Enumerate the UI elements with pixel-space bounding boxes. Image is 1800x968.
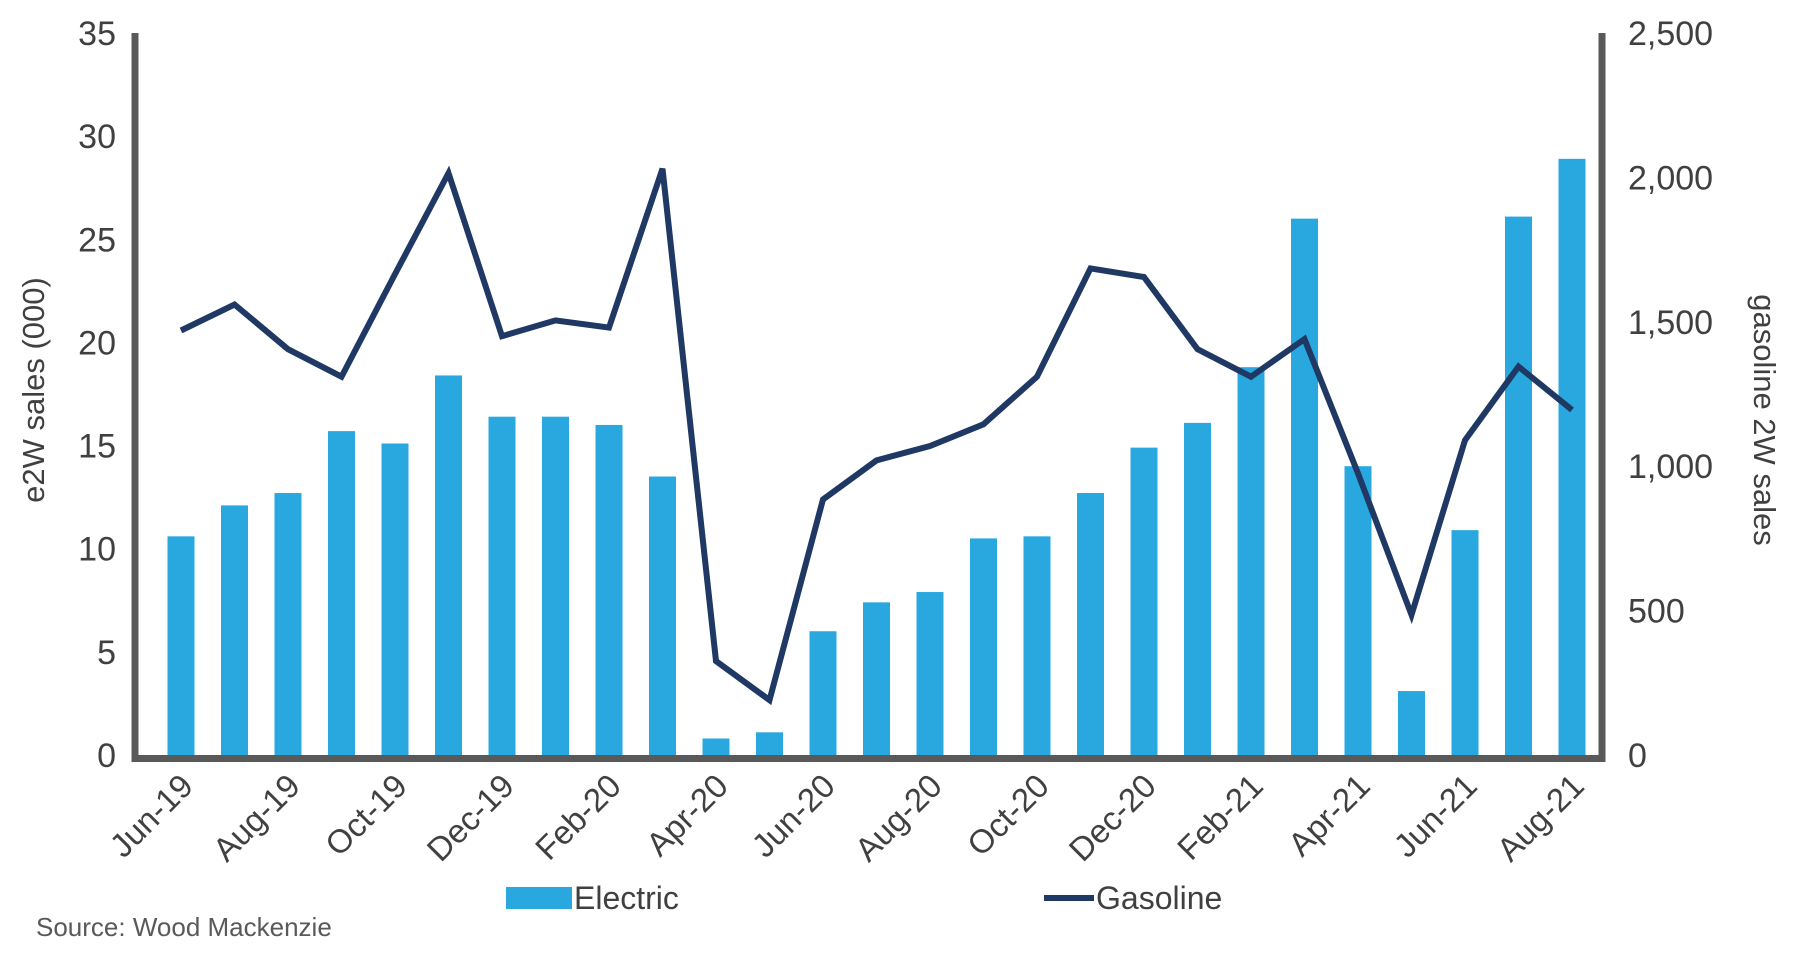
x-axis-tick-Jun-21: Jun-21 — [1386, 767, 1484, 865]
electric-bar-Oct-19 — [381, 443, 409, 755]
x-axis-tick-Jun-20: Jun-20 — [744, 767, 842, 865]
x-axis-tick-Apr-21: Apr-21 — [1281, 767, 1377, 863]
electric-bar-May-20 — [756, 732, 783, 755]
right-axis-tick-2,000: 2,000 — [1628, 159, 1713, 197]
left-axis-tick-35: 35 — [78, 15, 116, 53]
left-axis-tick-30: 30 — [78, 118, 116, 156]
electric-bar-Mar-20 — [649, 476, 676, 755]
electric-bar-Aug-19 — [274, 493, 302, 755]
electric-bar-Nov-19 — [435, 375, 462, 755]
electric-bar-May-21 — [1398, 691, 1425, 755]
right-axis-tick-1,000: 1,000 — [1628, 448, 1713, 486]
chart-legend: Electric Gasoline — [0, 876, 1800, 920]
x-axis-tick-Dec-19: Dec-19 — [420, 767, 521, 868]
legend-label-gasoline: Gasoline — [1096, 879, 1223, 916]
electric-bar-Sep-19 — [328, 431, 355, 755]
left-axis-tick-15: 15 — [78, 428, 116, 466]
electric-bar-Aug-21 — [1558, 158, 1586, 755]
right-axis-title: gasoline 2W sales — [1747, 294, 1782, 546]
legend-item-gasoline: Gasoline — [1044, 876, 1222, 920]
electric-bar-swatch-icon — [506, 887, 572, 909]
x-axis-tick-Oct-19: Oct-19 — [318, 767, 414, 863]
electric-bar-Jan-21 — [1184, 422, 1211, 755]
electric-bar-Jul-20 — [863, 602, 890, 755]
left-axis-title: e2W sales (000) — [16, 277, 51, 503]
electric-bar-Apr-21 — [1344, 466, 1372, 755]
electric-bar-Feb-21 — [1237, 367, 1265, 755]
legend-label-electric: Electric — [574, 879, 679, 916]
right-axis-tick-0: 0 — [1628, 737, 1647, 775]
right-axis-tick-500: 500 — [1628, 593, 1685, 631]
right-axis-tick-2,500: 2,500 — [1628, 15, 1713, 53]
electric-bar-Jul-21 — [1505, 216, 1532, 755]
left-axis-tick-20: 20 — [78, 324, 116, 362]
electric-bar-Jun-20 — [809, 631, 837, 755]
gasoline-line — [179, 165, 1574, 706]
source-note: Source: Wood Mackenzie — [36, 912, 332, 942]
x-axis-tick-Aug-19: Aug-19 — [206, 767, 307, 868]
x-axis-tick-Feb-20: Feb-20 — [528, 767, 628, 867]
x-axis-tick-Dec-20: Dec-20 — [1062, 767, 1163, 868]
legend-item-electric: Electric — [506, 876, 679, 920]
x-axis-tick-Feb-21: Feb-21 — [1170, 767, 1270, 867]
electric-bar-Sep-20 — [970, 538, 997, 755]
electric-bar-Dec-20 — [1130, 447, 1158, 755]
electric-bar-Feb-20 — [595, 424, 623, 755]
electric-bar-Jun-21 — [1451, 530, 1479, 755]
left-axis-tick-0: 0 — [97, 737, 116, 775]
electric-bar-Jul-19 — [221, 505, 248, 755]
left-axis-tick-5: 5 — [97, 634, 116, 672]
electric-bar-Apr-20 — [702, 738, 730, 755]
electric-bar-Nov-20 — [1077, 493, 1104, 755]
electric-bar-Jan-20 — [542, 416, 569, 755]
right-axis-tick-1,500: 1,500 — [1628, 304, 1713, 342]
electric-bar-Jun-19 — [167, 536, 195, 755]
electric-bar-Mar-21 — [1291, 218, 1318, 755]
gasoline-line-swatch-icon — [1044, 895, 1094, 901]
x-axis-tick-Oct-20: Oct-20 — [960, 767, 1056, 863]
x-axis-tick-Jun-19: Jun-19 — [102, 767, 200, 865]
left-axis-tick-10: 10 — [78, 531, 116, 569]
electric-bar-Dec-19 — [488, 416, 516, 755]
electric-bar-Oct-20 — [1023, 536, 1051, 755]
x-axis-tick-Apr-20: Apr-20 — [639, 767, 735, 863]
x-axis-tick-Aug-21: Aug-21 — [1490, 767, 1591, 868]
left-axis-tick-25: 25 — [78, 221, 116, 259]
electric-bar-Aug-20 — [916, 592, 944, 755]
x-axis-tick-Aug-20: Aug-20 — [848, 767, 949, 868]
